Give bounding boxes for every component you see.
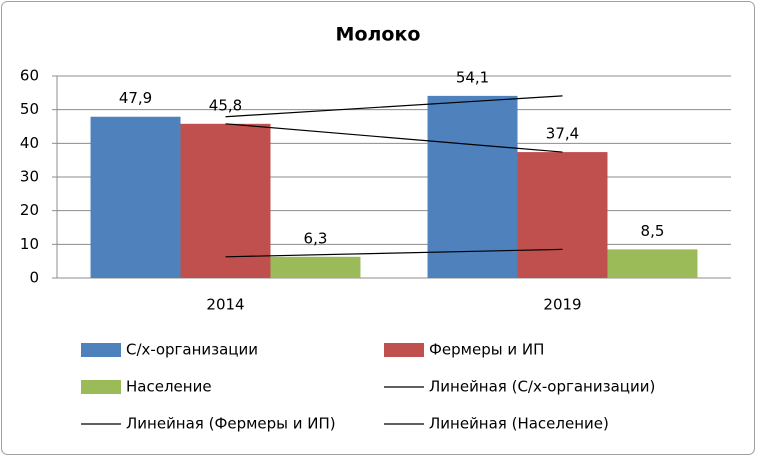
legend-label: Линейная (Население) <box>429 415 609 433</box>
legend-label: Линейная (Фермеры и ИП) <box>126 415 336 433</box>
bar <box>517 152 608 278</box>
y-tick-label: 50 <box>20 100 39 118</box>
legend-swatch <box>81 380 121 394</box>
bar <box>90 116 181 278</box>
legend-label: Линейная (С/х-организации) <box>429 378 655 396</box>
data-label: 6,3 <box>304 229 328 247</box>
bar <box>180 123 271 278</box>
bar <box>427 95 518 278</box>
y-tick-label: 10 <box>20 235 39 253</box>
data-label: 47,9 <box>119 89 152 107</box>
trendline <box>225 248 563 258</box>
data-label: 54,1 <box>456 68 489 86</box>
trendline <box>225 95 563 118</box>
legend-label: Население <box>126 378 212 396</box>
legend-label: С/х-организации <box>126 341 258 359</box>
legend-swatch <box>81 343 121 357</box>
data-label: 8,5 <box>641 222 665 240</box>
y-tick-label: 60 <box>20 67 39 85</box>
chart-title: Молоко <box>336 24 421 46</box>
legend-swatch <box>384 343 424 357</box>
bar <box>607 249 698 278</box>
x-tick-label: 2014 <box>206 296 244 314</box>
y-tick-label: 30 <box>20 168 39 186</box>
legend-label: Фермеры и ИП <box>429 341 544 359</box>
y-tick-label: 40 <box>20 134 39 152</box>
data-label: 37,4 <box>546 125 579 143</box>
bar <box>270 256 361 278</box>
trendline <box>225 123 563 153</box>
x-tick-label: 2019 <box>543 296 581 314</box>
y-tick-label: 0 <box>29 269 39 287</box>
y-tick-label: 20 <box>20 201 39 219</box>
data-label: 45,8 <box>209 96 242 114</box>
